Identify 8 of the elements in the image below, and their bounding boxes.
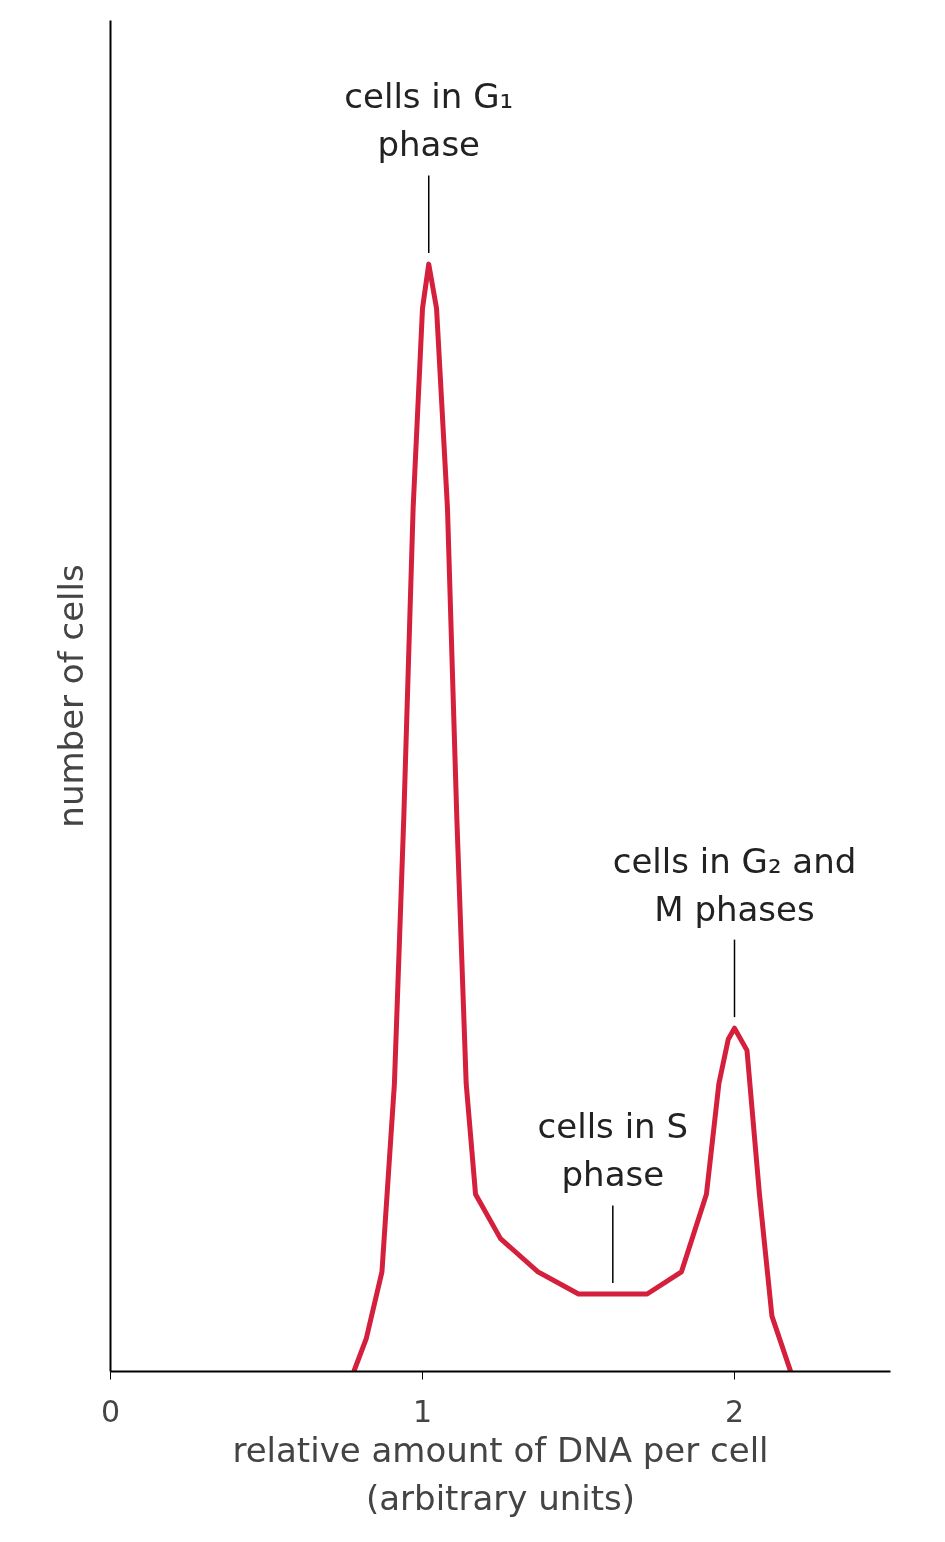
x-axis-title: relative amount of DNA per cell (arbitrary units) [232, 1429, 769, 1518]
annotation: cells in S phase [537, 1106, 689, 1195]
annotation: cells in G₁ phase [344, 76, 514, 165]
x-tick-label: 1 [412, 1393, 433, 1429]
x-tick-label: 0 [100, 1393, 121, 1429]
y-axis-title: number of cells [50, 564, 91, 828]
x-tick-label: 2 [724, 1393, 745, 1429]
annotation: cells in G₂ and M phases [612, 840, 857, 929]
